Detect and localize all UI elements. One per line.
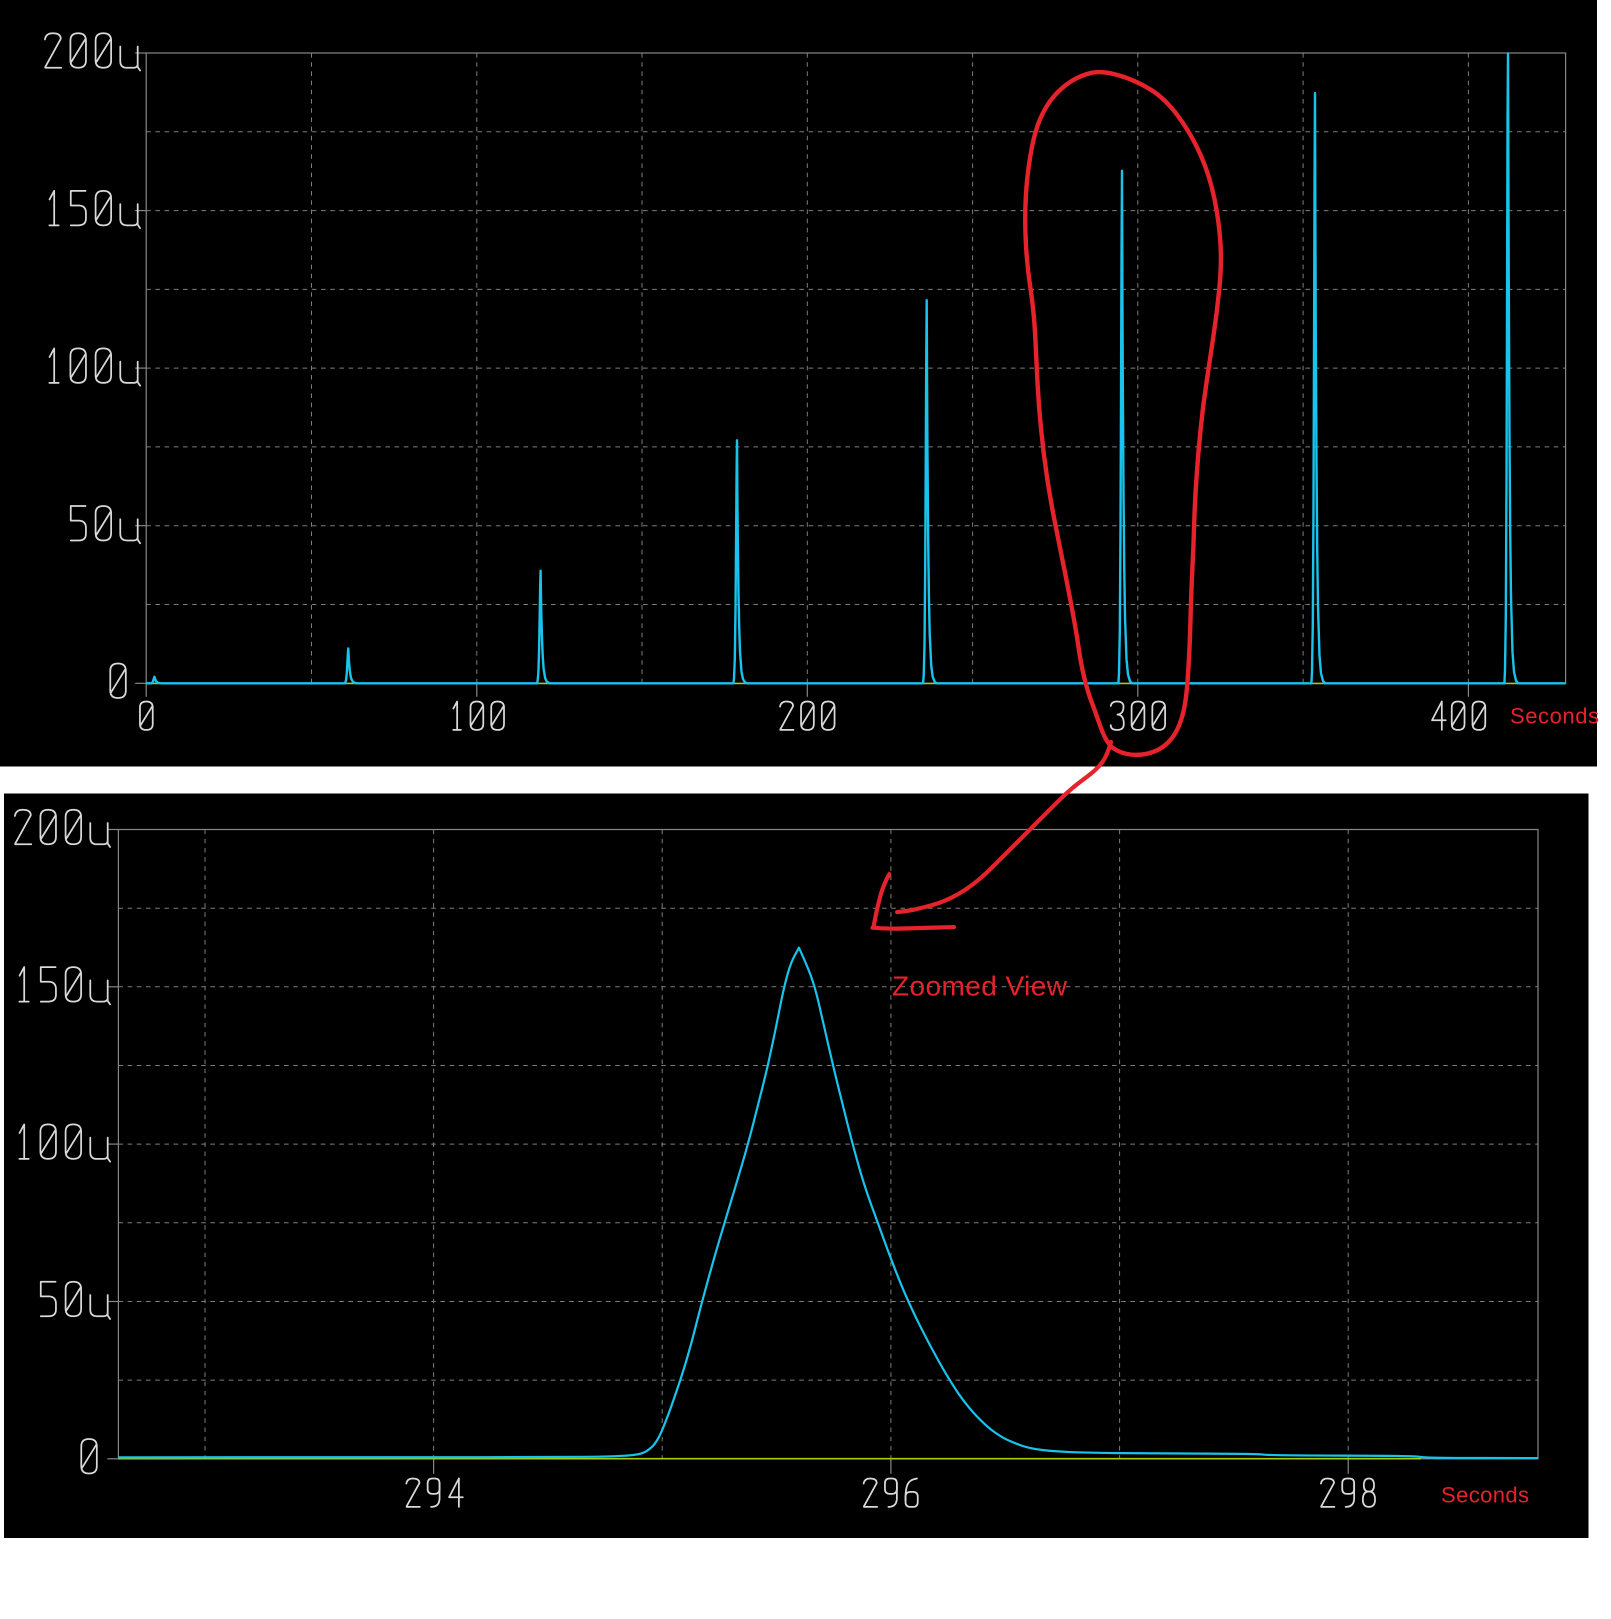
svg-text:Seconds: Seconds [1441,1483,1529,1508]
svg-text:Seconds: Seconds [1510,704,1599,729]
svg-text:Zoomed View: Zoomed View [892,971,1068,1002]
